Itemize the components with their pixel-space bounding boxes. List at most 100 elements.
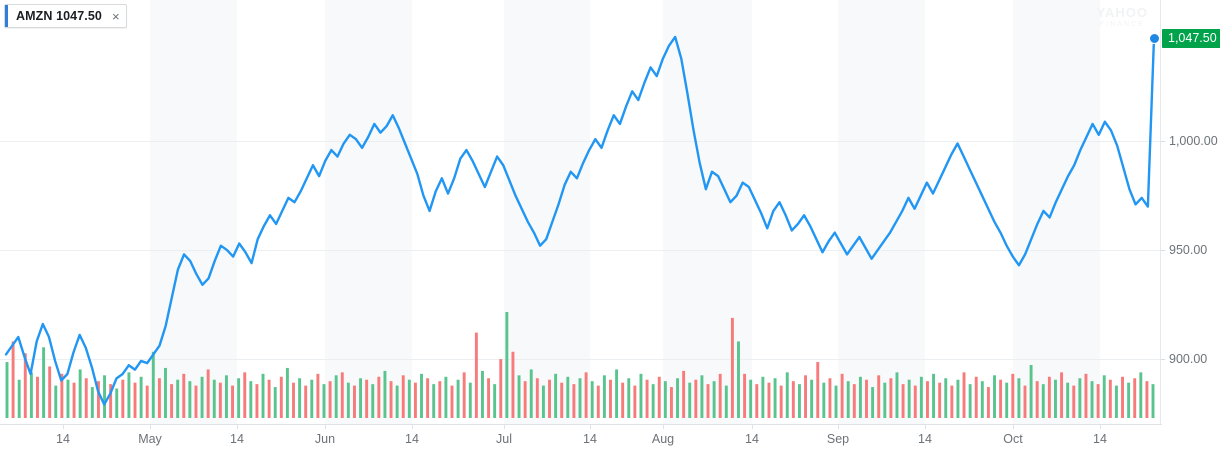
x-tick-mark xyxy=(63,424,64,429)
x-tick-mark xyxy=(925,424,926,429)
x-tick-label: Jul xyxy=(496,432,512,446)
volume-bar xyxy=(657,376,661,418)
legend-chip[interactable]: AMZN 1047.50 × xyxy=(4,4,127,28)
volume-bar xyxy=(407,379,411,418)
volume-bar xyxy=(999,379,1003,418)
volume-bar xyxy=(292,382,295,418)
volume-bar xyxy=(718,373,722,418)
volume-bar xyxy=(261,373,265,418)
volume-bar xyxy=(810,379,814,418)
plot-area[interactable] xyxy=(0,0,1160,424)
volume-bar xyxy=(249,381,253,418)
month-band xyxy=(325,0,412,424)
volume-bar xyxy=(11,341,15,418)
watermark-line-2: FINANCE xyxy=(1099,21,1145,28)
volume-bar xyxy=(694,379,698,418)
volume-bar xyxy=(395,385,399,418)
volume-bar xyxy=(194,385,198,418)
volume-bar xyxy=(590,381,594,418)
volume-bar xyxy=(1072,385,1076,418)
volume-bar xyxy=(1041,384,1045,418)
volume-bar xyxy=(639,373,643,418)
volume-bar xyxy=(517,375,521,418)
volume-bar xyxy=(578,378,582,418)
volume-bar xyxy=(907,379,911,418)
volume-bar xyxy=(17,379,21,418)
volume-bar xyxy=(572,384,576,418)
volume-bar xyxy=(676,378,679,418)
close-icon[interactable]: × xyxy=(111,8,120,24)
volume-bar xyxy=(1127,382,1131,418)
volume-bar xyxy=(797,384,801,418)
volume-bar xyxy=(127,372,131,418)
volume-bar xyxy=(1011,373,1015,418)
volume-bar xyxy=(767,382,771,418)
volume-bar xyxy=(188,381,192,418)
volume-bar xyxy=(865,379,868,418)
volume-bar xyxy=(182,373,186,418)
volume-bar xyxy=(487,378,491,418)
gridline xyxy=(0,141,1160,142)
volume-bar xyxy=(651,384,655,418)
volume-bar xyxy=(712,381,716,418)
volume-bar xyxy=(1114,385,1118,418)
volume-bar xyxy=(304,385,308,418)
yahoo-finance-watermark: YAHOO FINANCE xyxy=(1097,5,1148,28)
volume-bar xyxy=(456,379,460,418)
volume-bar xyxy=(365,379,369,418)
volume-bar xyxy=(96,381,100,418)
last-price-dot xyxy=(1148,32,1160,44)
volume-bar xyxy=(645,379,649,418)
price-axis-label: 1,000.00 xyxy=(1169,134,1218,148)
price-axis[interactable]: 1,000.00 950.00 900.00 xyxy=(1160,0,1220,424)
volume-bar xyxy=(609,379,612,418)
volume-bar xyxy=(663,381,667,418)
x-tick-label: Oct xyxy=(1003,432,1023,446)
volume-bar xyxy=(5,362,9,418)
volume-bar xyxy=(42,347,46,418)
volume-bar xyxy=(298,378,302,418)
volume-bar xyxy=(231,385,234,418)
volume-bar xyxy=(913,385,917,418)
volume-bar xyxy=(919,376,923,418)
volume-bar xyxy=(23,353,27,418)
volume-bar xyxy=(535,378,539,418)
volume-bar xyxy=(938,382,942,418)
volume-bar xyxy=(505,312,509,418)
volume-bar xyxy=(468,382,472,418)
volume-bar xyxy=(133,382,137,418)
volume-bar xyxy=(932,373,936,418)
volume-bar xyxy=(432,384,436,418)
volume-bar xyxy=(541,385,545,418)
volume-bar xyxy=(310,379,314,418)
legend-color-swatch xyxy=(5,5,8,27)
volume-bar xyxy=(371,384,375,418)
x-tick-mark xyxy=(1013,424,1014,429)
volume-bar xyxy=(895,372,899,418)
x-tick-mark xyxy=(752,424,753,429)
volume-bar xyxy=(548,379,551,418)
volume-bar xyxy=(840,373,844,418)
volume-bar xyxy=(285,367,289,418)
volume-bar xyxy=(1108,379,1112,418)
volume-bar xyxy=(615,369,619,418)
x-tick-label: 14 xyxy=(583,432,597,446)
x-tick-mark xyxy=(1100,424,1101,429)
volume-bar xyxy=(48,366,52,418)
volume-bar xyxy=(816,362,820,418)
volume-bar xyxy=(956,379,960,418)
volume-bar xyxy=(346,382,350,418)
volume-bar xyxy=(334,375,338,418)
x-tick-label: 14 xyxy=(56,432,70,446)
volume-bar xyxy=(682,370,686,418)
price-line xyxy=(4,35,1156,406)
volume-bar xyxy=(462,372,466,418)
last-price-badge: 1,047.50 xyxy=(1162,28,1220,48)
volume-bar xyxy=(749,379,753,418)
price-axis-tick xyxy=(1161,141,1165,142)
volume-bar xyxy=(986,387,990,418)
volume-bar xyxy=(84,378,88,418)
volume-bar xyxy=(109,384,113,418)
x-axis-line xyxy=(0,424,1162,425)
volume-bar xyxy=(566,376,570,418)
